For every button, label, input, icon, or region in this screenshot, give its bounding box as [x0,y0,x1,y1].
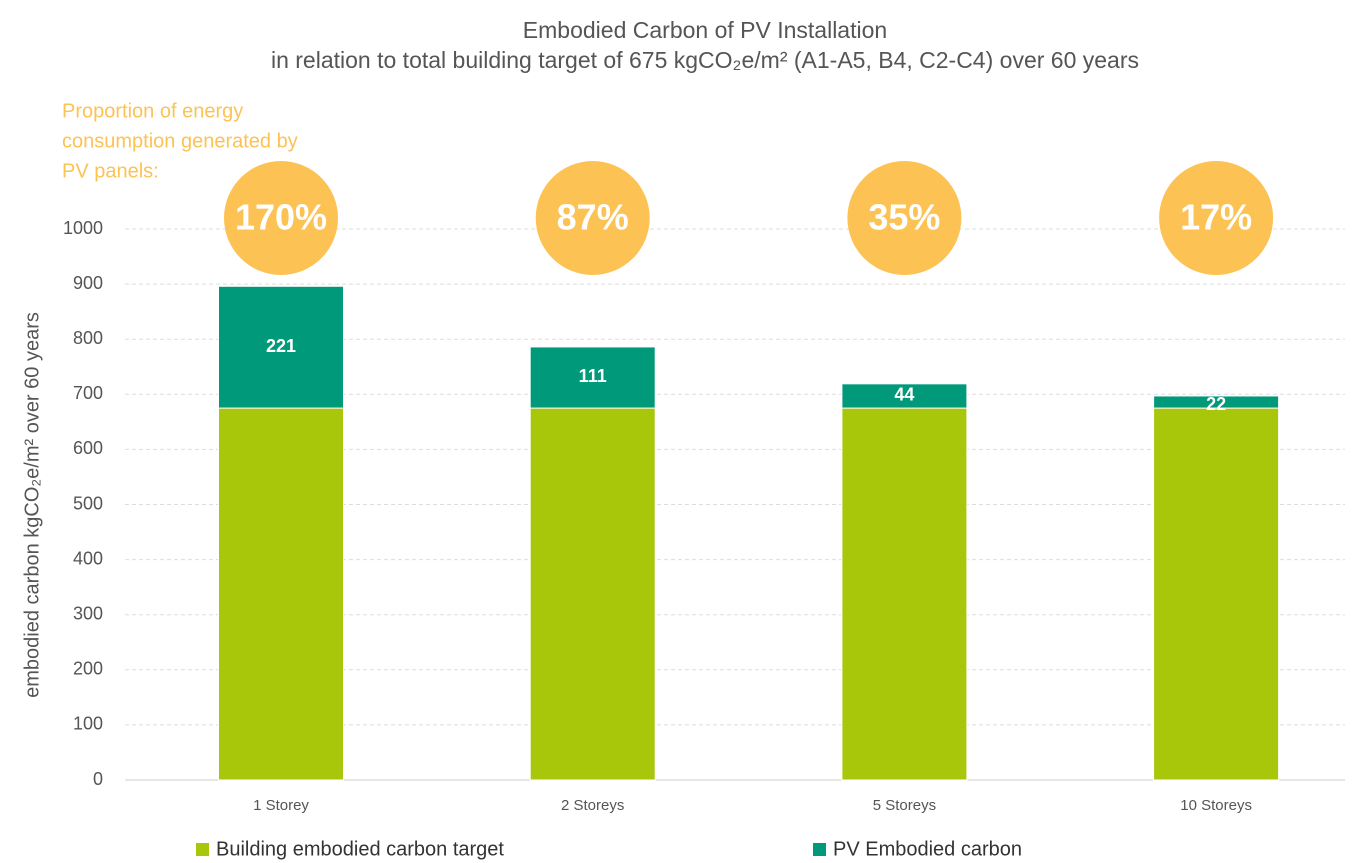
data-label: 111 [579,366,607,386]
proportion-circle [224,161,338,275]
bar-segment [218,285,344,409]
chart-title: Embodied Carbon of PV Installation [523,17,887,43]
proportion-label: 17% [1180,197,1252,238]
x-tick-label: 2 Storeys [561,797,624,814]
proportion-circle [1159,161,1274,275]
y-tick-label: 1000 [63,218,103,238]
annotation: consumption generated by [62,130,298,152]
y-tick-label: 100 [73,714,103,734]
bar-segment [841,407,968,781]
data-label: 44 [894,385,914,405]
y-tick-label: 400 [73,548,103,568]
bar-segment [1153,407,1280,781]
y-tick-label: 0 [93,769,103,789]
bar-segment [529,346,656,409]
chart-subtitle: in relation to total building target of … [271,47,1139,73]
proportion-circle [847,161,962,275]
proportion-label: 170% [235,197,327,238]
annotation: PV panels: [62,160,159,182]
y-tick-label: 800 [73,328,103,348]
proportion-circle [535,161,650,275]
data-label: 221 [266,336,296,356]
legend-swatch [196,843,209,856]
y-tick-label: 900 [73,273,103,293]
proportion-label: 87% [557,197,629,238]
legend-label: PV Embodied carbon [833,838,1022,860]
annotation: Proportion of energy [62,100,243,122]
bar-segment [841,383,968,409]
y-tick-label: 600 [73,438,103,458]
y-axis-label: embodied carbon kgCO₂e/m² over 60 years [21,312,43,698]
legend-label: Building embodied carbon target [216,838,504,860]
y-tick-label: 700 [73,383,103,403]
x-tick-label: 5 Storeys [873,797,936,814]
x-tick-label: 10 Storeys [1180,797,1252,814]
legend-swatch [813,843,826,856]
bar-segment [529,407,656,781]
bar-segment [1153,395,1280,409]
y-tick-label: 200 [73,659,103,679]
data-label: 22 [1206,394,1226,414]
y-tick-label: 300 [73,603,103,623]
x-tick-label: 1 Storey [253,797,309,814]
y-tick-label: 500 [73,493,103,513]
bar-segment [218,407,344,781]
proportion-label: 35% [868,197,940,238]
